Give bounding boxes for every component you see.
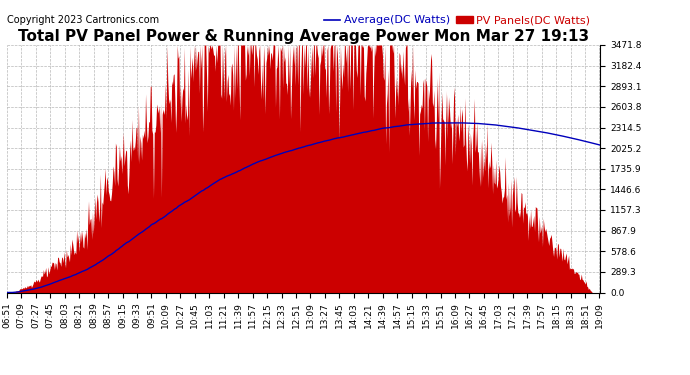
- Legend: Average(DC Watts), PV Panels(DC Watts): Average(DC Watts), PV Panels(DC Watts): [319, 11, 595, 30]
- Title: Total PV Panel Power & Running Average Power Mon Mar 27 19:13: Total PV Panel Power & Running Average P…: [18, 29, 589, 44]
- Text: Copyright 2023 Cartronics.com: Copyright 2023 Cartronics.com: [7, 15, 159, 25]
